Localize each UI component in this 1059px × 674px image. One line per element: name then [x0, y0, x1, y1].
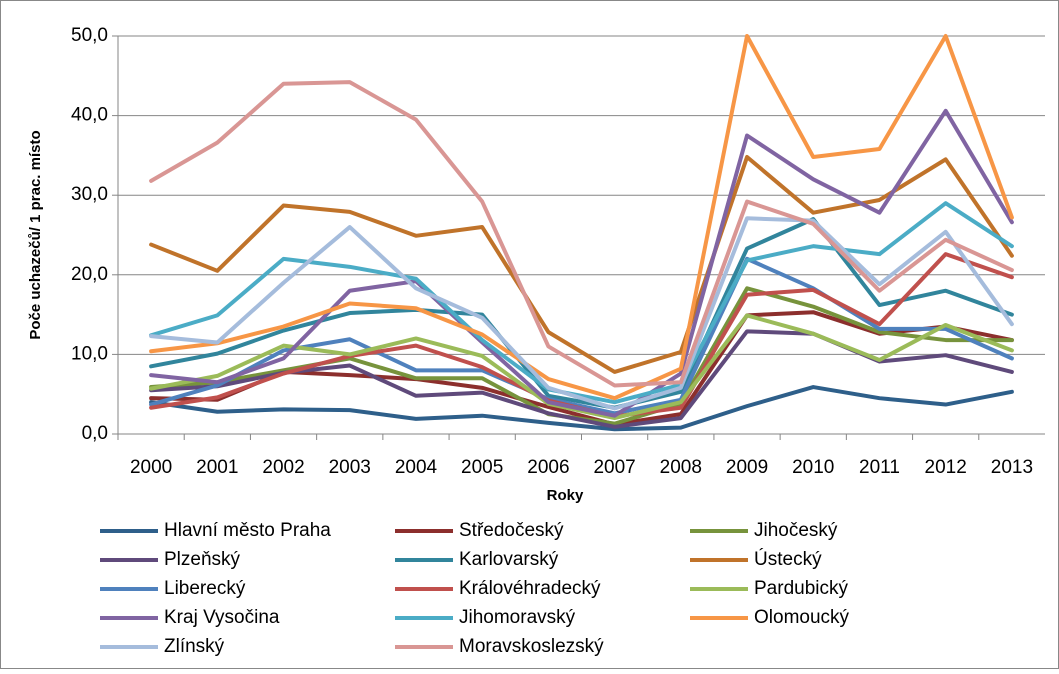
legend-label: Středočeský: [459, 520, 564, 541]
y-tick-label: 10,0: [71, 343, 108, 364]
x-tick-label: 2002: [262, 457, 304, 478]
x-tick-label: 2005: [461, 457, 503, 478]
series-line: [149, 216, 1014, 411]
legend-label: Jihomoravský: [459, 607, 576, 628]
x-tick-label: 2000: [130, 457, 172, 478]
series-line: [149, 201, 1014, 405]
legend-label: Hlavní město Praha: [164, 520, 331, 541]
x-tick-label: 2004: [395, 457, 438, 478]
x-tick-label: 2007: [593, 457, 635, 478]
x-tick-label: 2003: [329, 457, 371, 478]
legend-label: Olomoucký: [754, 607, 850, 628]
x-tick-label: 2010: [792, 457, 834, 478]
series-line: [149, 385, 1014, 432]
legend-label: Zlínský: [164, 636, 225, 657]
y-axis-label: Poče uchazečů/ 1 prac. místo: [27, 130, 44, 339]
series-line: [149, 154, 1014, 374]
legend-label: Plzeňský: [164, 549, 241, 570]
x-tick-label: 2009: [726, 457, 768, 478]
y-tick-label: 40,0: [71, 105, 108, 126]
x-tick-label: 2001: [196, 457, 238, 478]
y-tick-label: 0,0: [82, 423, 108, 444]
y-tick-label: 20,0: [71, 264, 108, 285]
x-tick-label: 2013: [991, 457, 1033, 478]
x-tick-label: 2012: [925, 457, 967, 478]
series-line: [149, 108, 1014, 418]
series-line: [149, 34, 1014, 401]
legend-label: Jihočeský: [754, 520, 838, 541]
legend-label: Liberecký: [164, 578, 246, 599]
series-line: [149, 217, 1014, 410]
y-tick-label: 50,0: [71, 25, 108, 46]
legend-label: Královéhradecký: [459, 578, 601, 599]
x-axis-label: Roky: [547, 487, 584, 504]
series-line: [149, 80, 1014, 388]
y-tick-label: 30,0: [71, 184, 108, 205]
legend-label: Kraj Vysočina: [164, 607, 280, 628]
legend-label: Karlovarský: [459, 549, 559, 570]
x-tick-label: 2008: [660, 457, 702, 478]
legend-label: Ústecký: [754, 548, 822, 570]
x-tick-label: 2011: [859, 457, 900, 478]
legend-label: Pardubický: [754, 578, 848, 599]
legend-label: Moravskoslezský: [459, 636, 604, 657]
x-tick-label: 2006: [527, 457, 569, 478]
